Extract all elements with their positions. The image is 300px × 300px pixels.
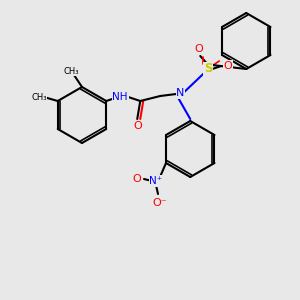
Text: N: N xyxy=(176,88,184,98)
Text: CH₃: CH₃ xyxy=(63,67,79,76)
Text: NH: NH xyxy=(112,92,128,102)
Text: S: S xyxy=(204,62,212,76)
Text: O: O xyxy=(133,174,141,184)
Text: O⁻: O⁻ xyxy=(153,198,167,208)
Text: CH₃: CH₃ xyxy=(31,92,46,101)
Text: O: O xyxy=(134,121,142,131)
Text: O: O xyxy=(195,44,204,54)
Text: N⁺: N⁺ xyxy=(149,176,163,186)
Text: O: O xyxy=(224,61,233,71)
